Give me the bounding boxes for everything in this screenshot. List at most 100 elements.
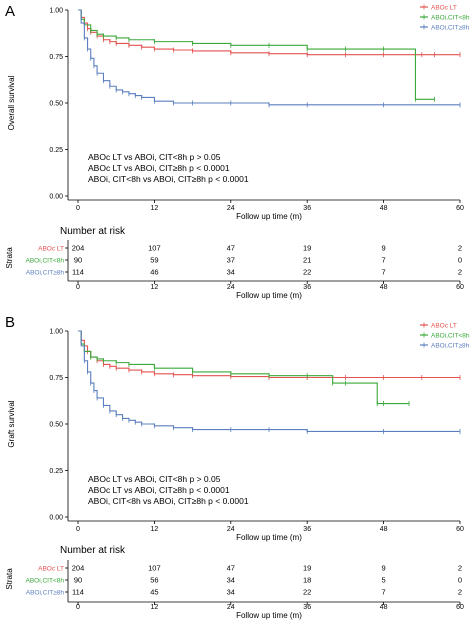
legend-label: ABOi,CIT<8h: [431, 332, 470, 339]
risk-x-tick-label: 0: [76, 604, 80, 611]
risk-count: 0: [458, 576, 462, 585]
risk-count: 2: [458, 268, 462, 277]
x-axis-title: Follow up time (m): [236, 533, 302, 542]
y-tick-label: 0.00: [49, 515, 63, 522]
risk-count: 37: [227, 256, 235, 265]
risk-count: 47: [227, 564, 235, 573]
series-line-0: [78, 9, 460, 56]
x-tick-label: 24: [227, 205, 235, 212]
risk-count: 34: [227, 268, 235, 277]
y-tick-label: 0.00: [49, 194, 63, 201]
risk-x-tick-label: 48: [380, 604, 388, 611]
y-tick-label: 1.00: [49, 329, 63, 336]
x-axis-title: Follow up time (m): [236, 212, 302, 221]
strata-title: Strata: [5, 247, 14, 269]
risk-count: 9: [382, 244, 386, 253]
risk-count: 45: [150, 588, 158, 597]
series-line-2: [78, 9, 460, 106]
risk-count: 107: [148, 564, 161, 573]
risk-x-tick-label: 36: [303, 284, 311, 291]
risk-x-tick-label: 60: [456, 604, 464, 611]
x-tick-label: 12: [151, 205, 159, 212]
risk-row-label: ABOi,CIT≥8h: [26, 270, 65, 277]
y-axis-title: Graft survival: [7, 400, 16, 447]
risk-x-tick-label: 24: [227, 284, 235, 291]
panel-a: A 0.00 0.25 0.50 0.75 1.00 0 12 24 36 48 60 Overall …: [5, 3, 470, 300]
risk-row-label: ABOc LT: [38, 566, 64, 573]
risk-count: 18: [303, 576, 311, 585]
y-axis-title: Overall survival: [7, 75, 16, 130]
x-tick-label: 0: [76, 205, 80, 212]
x-tick-label: 48: [380, 526, 388, 533]
legend-label: ABOi,CIT≥8h: [431, 342, 470, 349]
risk-x-tick-label: 12: [151, 284, 159, 291]
panel-b: B 0.00 0.25 0.50 0.75 1.00 0 12 24 36 48 60 Graft su…: [5, 314, 470, 620]
risk-count: 22: [303, 268, 311, 277]
risk-count: 22: [303, 588, 311, 597]
p-value-annotation: ABOi, CIT<8h vs ABOi, CIT≥8h p < 0.0001: [88, 496, 249, 506]
risk-count: 2: [458, 588, 462, 597]
legend-label: ABOc LT: [431, 322, 457, 329]
y-tick-label: 0.25: [49, 468, 63, 475]
risk-count: 7: [382, 256, 386, 265]
legend-label: ABOi,CIT<8h: [431, 14, 470, 21]
x-tick-label: 48: [380, 205, 388, 212]
x-tick-label: 24: [227, 526, 235, 533]
p-value-annotation: ABOc LT vs ABOi, CIT≥8h p < 0.0001: [88, 485, 230, 495]
p-value-annotation: ABOc LT vs ABOi, CIT<8h p > 0.05: [88, 152, 221, 162]
risk-count: 34: [227, 576, 235, 585]
risk-row-label: ABOi,CIT<8h: [26, 578, 65, 585]
risk-count: 21: [303, 256, 311, 265]
risk-count: 2: [458, 564, 462, 573]
y-tick-label: 0.75: [49, 375, 63, 382]
x-tick-label: 60: [456, 526, 464, 533]
risk-count: 2: [458, 244, 462, 253]
risk-x-axis-title: Follow up time (m): [236, 611, 302, 620]
risk-count: 204: [72, 244, 85, 253]
legend-label: ABOi,CIT≥8h: [431, 24, 470, 31]
risk-count: 204: [72, 564, 85, 573]
risk-count: 114: [72, 268, 84, 277]
risk-x-tick-label: 60: [456, 284, 464, 291]
risk-count: 90: [74, 256, 82, 265]
risk-row-label: ABOi,CIT<8h: [26, 258, 65, 265]
risk-count: 19: [303, 564, 311, 573]
series-line-2: [78, 330, 460, 432]
x-tick-label: 12: [151, 526, 159, 533]
risk-count: 0: [458, 256, 462, 265]
strata-title: Strata: [5, 568, 14, 590]
risk-x-axis-title: Follow up time (m): [236, 291, 302, 300]
y-tick-label: 0.25: [49, 147, 63, 154]
risk-count: 7: [382, 268, 386, 277]
y-tick-label: 1.00: [49, 8, 63, 15]
risk-count: 5: [382, 576, 386, 585]
risk-row-label: ABOi,CIT≥8h: [26, 590, 65, 597]
series-line-1: [78, 330, 410, 405]
legend-label: ABOc LT: [431, 4, 457, 11]
risk-count: 47: [227, 244, 235, 253]
risk-count: 9: [382, 564, 386, 573]
risk-count: 107: [148, 244, 161, 253]
risk-count: 34: [227, 588, 235, 597]
p-value-annotation: ABOc LT vs ABOi, CIT≥8h p < 0.0001: [88, 163, 230, 173]
risk-x-tick-label: 36: [303, 604, 311, 611]
panel-label: A: [5, 3, 15, 20]
y-tick-label: 0.50: [49, 101, 63, 108]
x-tick-label: 36: [303, 205, 311, 212]
risk-x-tick-label: 0: [76, 284, 80, 291]
p-value-annotation: ABOi, CIT<8h vs ABOi, CIT≥8h p < 0.0001: [88, 174, 249, 184]
panel-label: B: [5, 314, 15, 331]
series-line-0: [78, 330, 460, 379]
risk-table-title: Number at risk: [60, 545, 126, 556]
risk-count: 114: [72, 588, 84, 597]
y-tick-label: 0.75: [49, 54, 63, 61]
risk-count: 19: [303, 244, 311, 253]
risk-x-tick-label: 24: [227, 604, 235, 611]
risk-count: 46: [150, 268, 158, 277]
risk-row-label: ABOc LT: [38, 246, 64, 253]
risk-count: 56: [150, 576, 158, 585]
y-tick-label: 0.50: [49, 422, 63, 429]
x-tick-label: 60: [456, 205, 464, 212]
risk-x-tick-label: 48: [380, 284, 388, 291]
